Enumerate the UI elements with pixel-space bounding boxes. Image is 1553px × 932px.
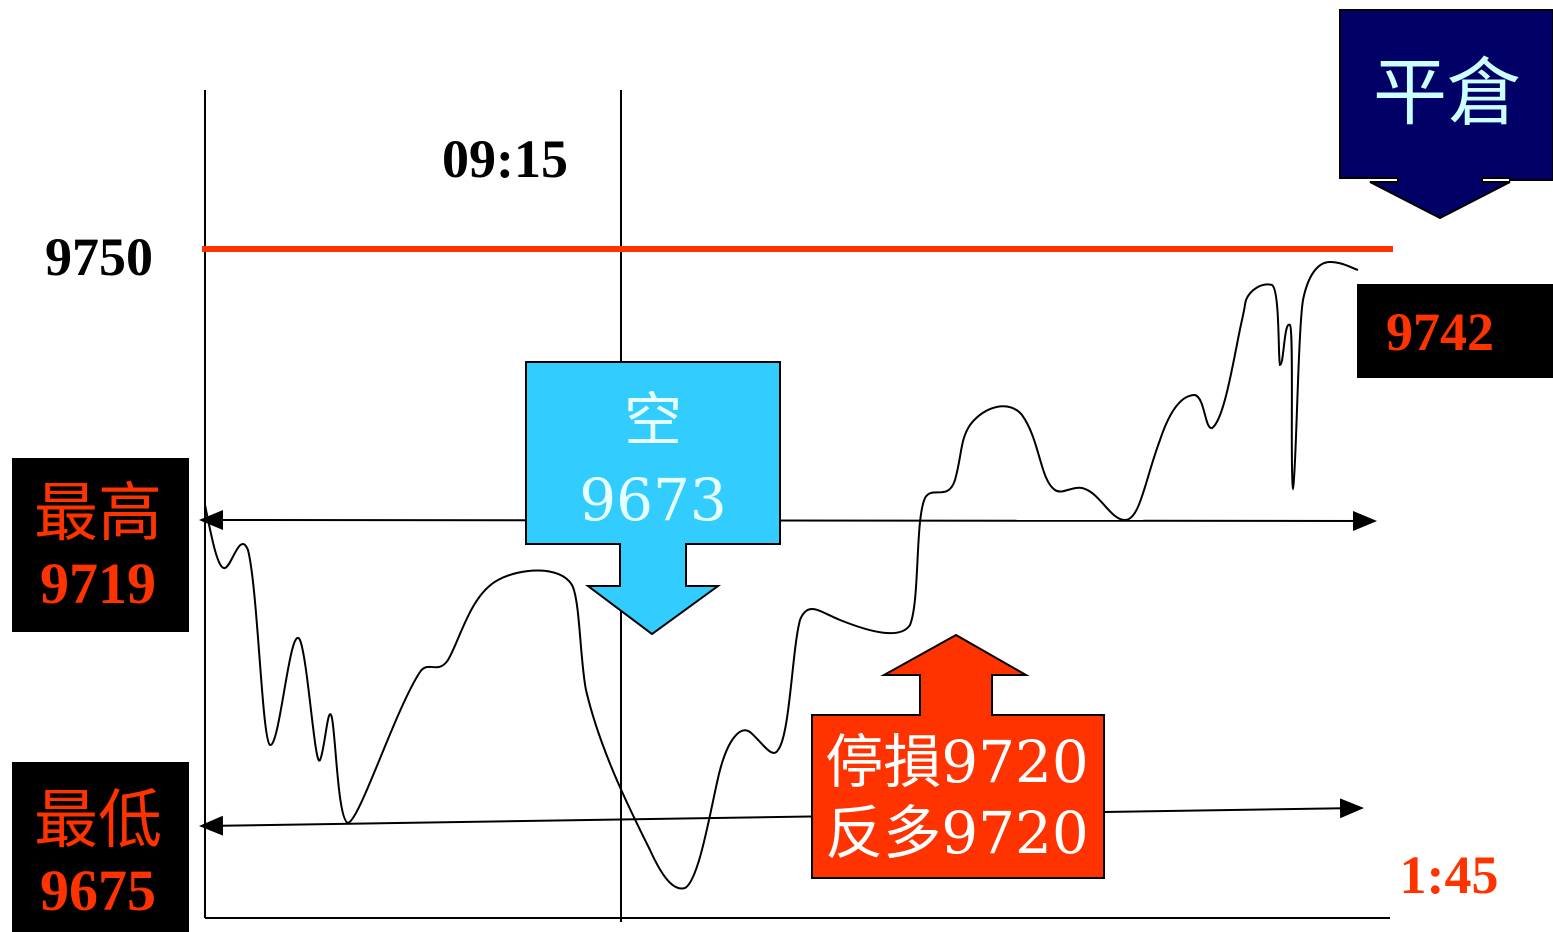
close-value: 9742 [1386,302,1494,362]
short-price-label: 9673 [579,466,727,534]
level-9750-label: 9750 [45,227,153,287]
short-action-label: 空 [624,388,682,453]
down-arrow-icon [1339,9,1553,220]
high-label: 最高 [34,478,162,549]
short-entry-arrow: 空 9673 [525,361,781,636]
close-value-box [1357,284,1553,378]
down-arrow-icon [525,361,781,636]
stop-loss-line2: 反多9720 [825,799,1089,867]
close-action-label: 平倉 [1373,53,1521,135]
stop-loss-line1: 停損9720 [825,728,1089,796]
low-box [12,762,189,932]
low-reference-arrow [199,798,1364,836]
high-reference-arrow [199,510,1377,531]
stop-loss-arrow: 停損9720 反多9720 [811,633,1105,879]
close-position-arrow: 平倉 [1339,9,1553,220]
end-time-label: 1:45 [1400,845,1499,905]
price-curve [204,260,1359,890]
start-time-label: 09:15 [442,129,568,189]
up-arrow-icon [811,633,1105,879]
low-value: 9675 [40,858,156,923]
low-label: 最低 [34,785,162,856]
high-box [12,458,189,632]
high-value: 9719 [40,551,156,616]
